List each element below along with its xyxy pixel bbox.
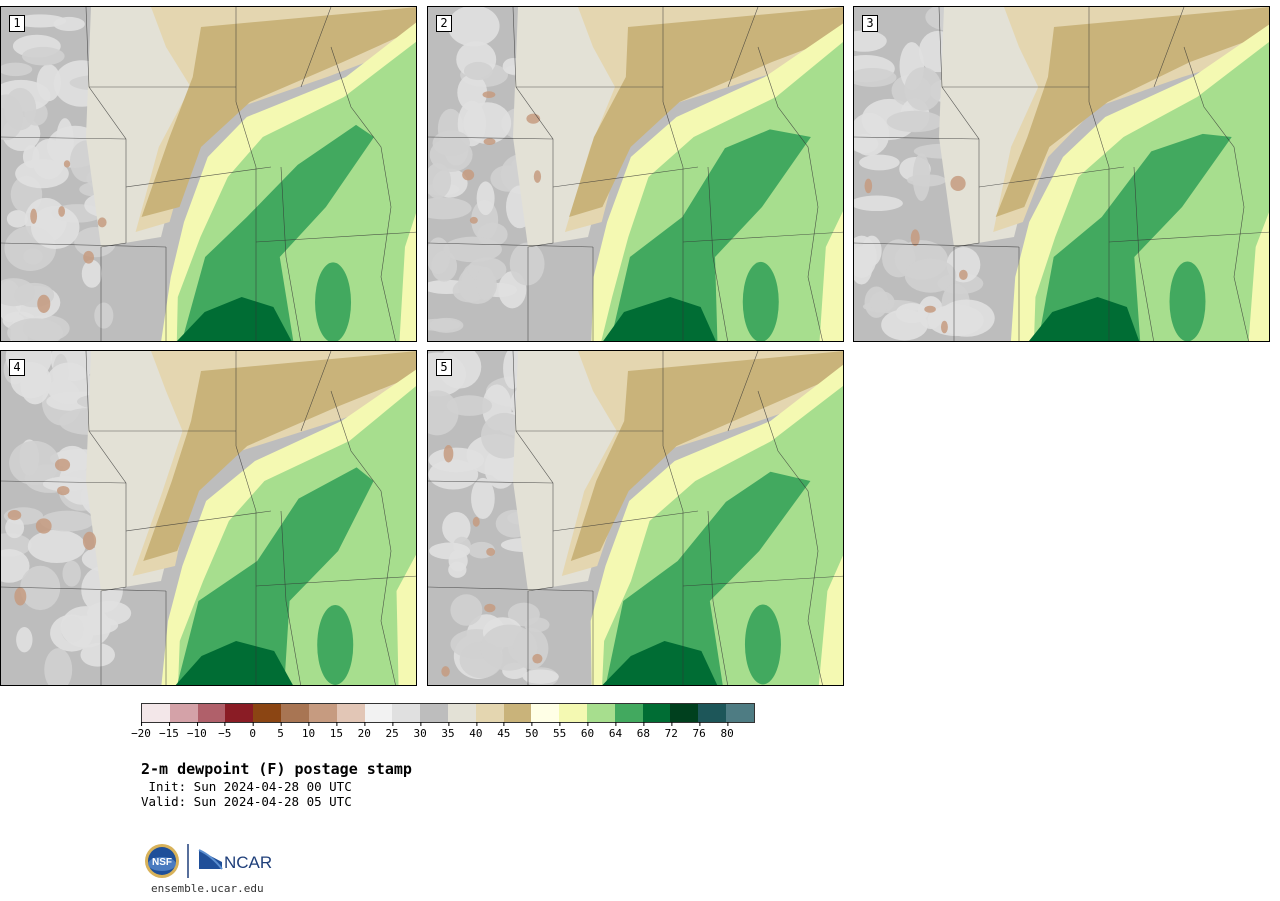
colorbar-tick-label: 25 [386, 722, 399, 740]
colorbar-swatch [197, 704, 226, 722]
colorbar-tick-label: 5 [277, 722, 284, 740]
colorbar-swatch [698, 704, 727, 722]
colorbar-swatch [169, 704, 198, 722]
dewpoint-map-4 [1, 351, 416, 685]
colorbar-tick-label: 45 [497, 722, 510, 740]
colorbar-swatch [253, 704, 282, 722]
chart-title: 2-m dewpoint (F) postage stamp [141, 760, 412, 778]
colorbar-swatch [392, 704, 421, 722]
colorbar-tick-label: −5 [218, 722, 231, 740]
colorbar-swatch [614, 704, 643, 722]
colorbar-tick-label: −10 [187, 722, 207, 740]
init-time: Init: Sun 2024-04-28 00 UTC [141, 779, 352, 794]
colorbar-swatch [642, 704, 671, 722]
member-number-badge: 4 [9, 359, 25, 376]
member-number-badge: 3 [862, 15, 878, 32]
colorbar-tick-label: −20 [131, 722, 151, 740]
valid-time: Valid: Sun 2024-04-28 05 UTC [141, 794, 352, 809]
colorbar-tick-label: 55 [553, 722, 566, 740]
colorbar-swatch [726, 704, 754, 722]
postage-stamp-panel-5[interactable]: 5 [427, 350, 844, 686]
postage-stamp-panel-4[interactable]: 4 [0, 350, 417, 686]
dewpoint-map-5 [428, 351, 843, 685]
colorbar-swatch [420, 704, 448, 722]
dewpoint-map-3 [854, 7, 1269, 341]
site-url[interactable]: ensemble.ucar.edu [151, 882, 264, 895]
colorbar-swatch [531, 704, 560, 722]
colorbar-tick-label: 50 [525, 722, 538, 740]
colorbar-tick-label: 35 [441, 722, 455, 740]
colorbar-tick-label: 15 [330, 722, 343, 740]
colorbar [141, 703, 755, 723]
dewpoint-map-1 [1, 7, 416, 341]
postage-stamp-panel-3[interactable]: 3 [853, 6, 1270, 342]
member-number-badge: 5 [436, 359, 452, 376]
colorbar-swatch [308, 704, 337, 722]
colorbar-tick-label: 30 [413, 722, 427, 740]
colorbar-swatch [503, 704, 532, 722]
colorbar-swatch [142, 704, 170, 722]
colorbar-ticks: −20 −15 −10 −5 0 5 10 15 20 25 30 35 40 45 50 55 60 64 68 7… [131, 722, 755, 743]
postage-stamp-panel-2[interactable]: 2 [427, 6, 844, 342]
ncar-logo-text: NCAR [224, 853, 272, 872]
colorbar-swatch [225, 704, 254, 722]
nsf-logo-text: NSF [152, 857, 172, 868]
colorbar-swatch [336, 704, 365, 722]
logos: NSF NCAR [144, 842, 274, 882]
member-number-badge: 2 [436, 15, 452, 32]
colorbar-swatch [281, 704, 309, 722]
colorbar-swatch [670, 704, 699, 722]
colorbar-swatch [475, 704, 504, 722]
postage-stamp-panel-1[interactable]: 1 [0, 6, 417, 342]
colorbar-swatch [559, 704, 587, 722]
dewpoint-map-2 [428, 7, 843, 341]
member-number-badge: 1 [9, 15, 25, 32]
colorbar-tick-label: 80 [720, 722, 734, 740]
colorbar-tick-label: 64 [609, 722, 622, 740]
colorbar-tick-label: 20 [358, 722, 371, 740]
colorbar-tick-label: 68 [637, 722, 650, 740]
colorbar-tick-label: −15 [159, 722, 179, 740]
colorbar-tick-label: 76 [693, 722, 706, 740]
colorbar-tick-label: 0 [249, 722, 256, 740]
colorbar-tick-label: 40 [469, 722, 483, 740]
colorbar-swatch [364, 704, 393, 722]
nsf-logo-icon: NSF NCAR [145, 844, 272, 878]
colorbar-tick-label: 10 [302, 722, 315, 740]
colorbar-tick-label: 72 [665, 722, 678, 740]
colorbar-swatch [587, 704, 615, 722]
colorbar-swatch [447, 704, 476, 722]
colorbar-tick-label: 60 [581, 722, 594, 740]
